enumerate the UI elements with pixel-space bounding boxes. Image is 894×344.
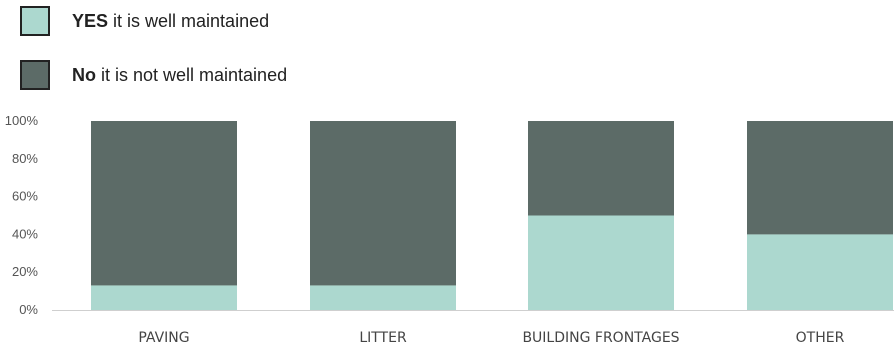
x-category-label: OTHER: [796, 330, 845, 344]
y-tick-label: 20%: [12, 264, 38, 279]
x-category-label: LITTER: [359, 330, 407, 344]
bar-segment-yes: [310, 285, 456, 310]
bar-segment-yes: [91, 285, 237, 310]
bar-segment-yes: [528, 216, 674, 311]
bar-segment-no: [747, 121, 893, 234]
x-category-label: PAVING: [138, 330, 189, 344]
y-tick-label: 80%: [12, 151, 38, 166]
bar-segment-yes: [747, 234, 893, 310]
bar-segment-no: [91, 121, 237, 285]
x-category-label: BUILDING FRONTAGES: [522, 330, 679, 344]
bar-segment-no: [528, 121, 674, 216]
bar-segment-no: [310, 121, 456, 285]
y-tick-label: 40%: [12, 226, 38, 241]
y-tick-label: 0%: [19, 302, 38, 317]
y-tick-label: 100%: [5, 113, 39, 128]
y-tick-label: 60%: [12, 189, 38, 204]
